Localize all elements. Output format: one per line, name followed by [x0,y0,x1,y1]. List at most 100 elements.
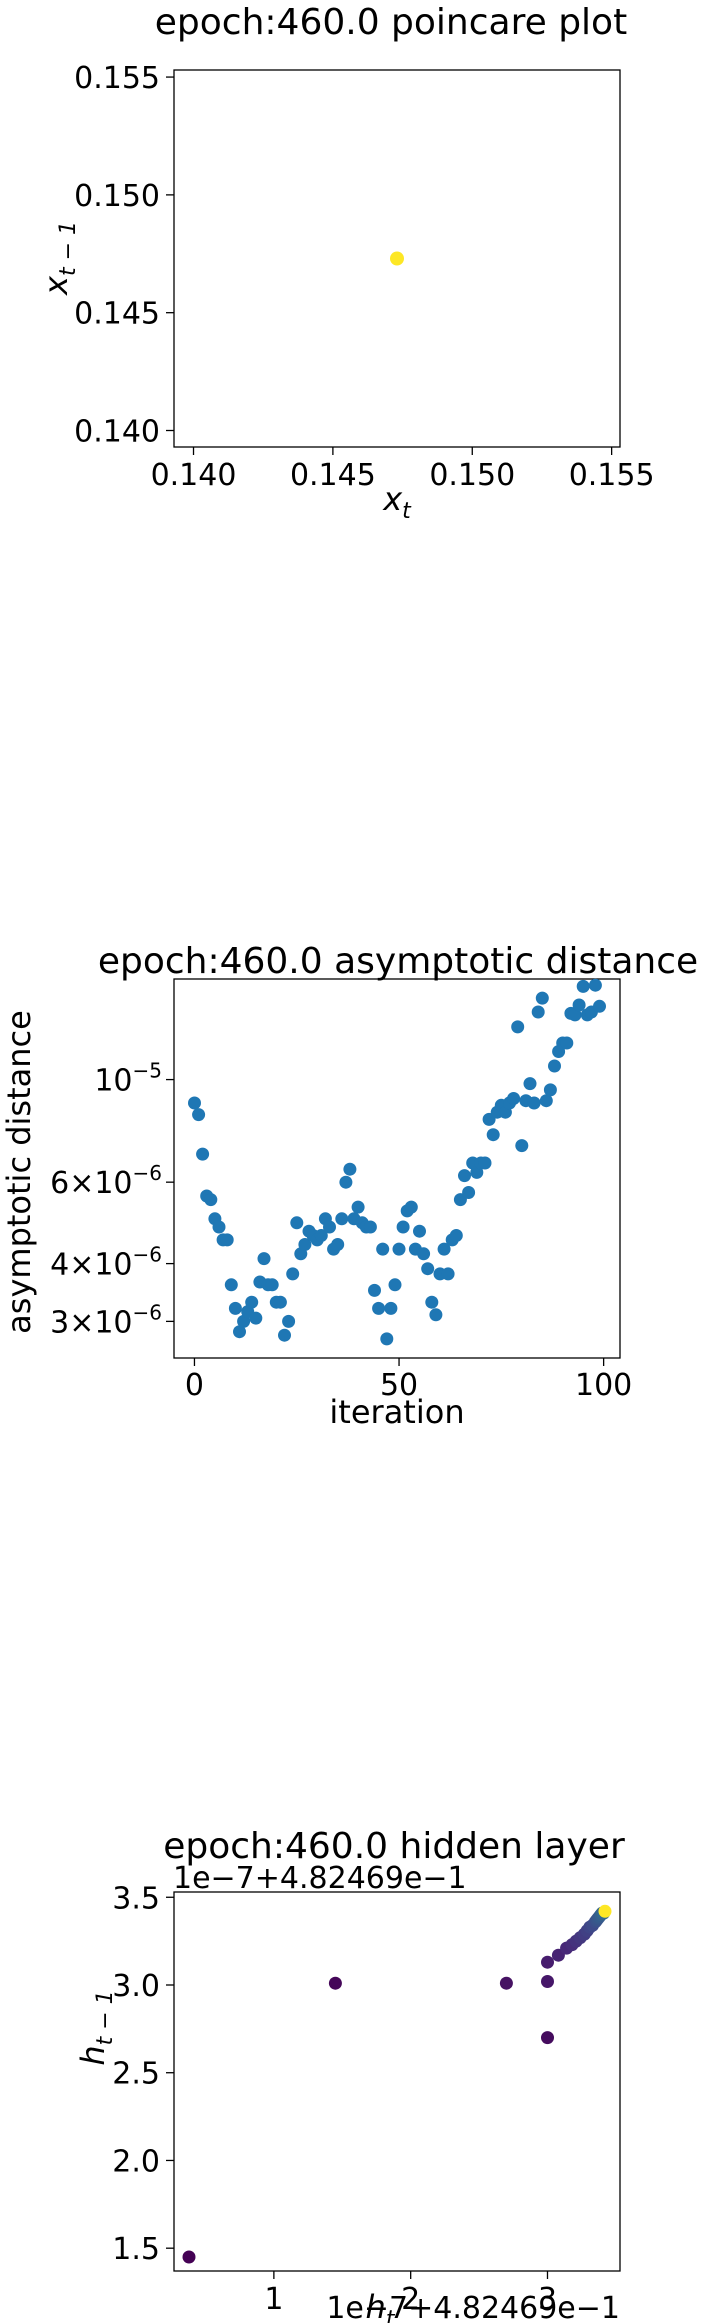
y-tick-label: 2.5 [112,2057,160,2092]
poincare-title: epoch:460.0 poincare plot [155,2,627,43]
y-tick-label: 3.5 [112,1881,160,1916]
hidden-layer-chart: epoch:460.0 hidden layer 1e−7+4.82469e−1… [74,1826,625,2323]
y-tick-label: 2.0 [112,2144,160,2179]
asymptotic-y-ticks: 3×10−6 4×10−6 6×10−6 10−5 [50,1059,174,1340]
data-point [548,1059,561,1073]
y-tick-label: 0.155 [74,61,160,96]
x-tick-label: 0 [185,1368,204,1403]
data-point [531,1005,545,1019]
data-point [527,1096,541,1110]
data-point [388,1278,402,1292]
data-point [390,251,404,266]
data-point [224,1278,238,1292]
asymptotic-x-ticks: 0 50 100 [185,1358,632,1403]
data-point [331,1238,345,1251]
x-tick-label: 1 [264,2282,283,2317]
data-point [237,1314,251,1328]
asymptotic-y-label: asymptotic distance [0,1010,38,1334]
data-point [368,1283,381,1297]
x-tick-label: 3 [538,2282,557,2317]
data-point [376,1242,390,1256]
y-tick-label: 4×10−6 [50,1243,162,1283]
data-point [425,1295,439,1309]
data-point [204,1193,218,1207]
data-point [543,1083,557,1097]
asymptotic-title: epoch:460.0 asymptotic distance [98,941,698,982]
data-point [278,1328,291,1342]
data-point [441,1267,455,1281]
x-tick-label: 100 [575,1368,632,1403]
y-tick-label: 1.5 [112,2232,160,2267]
x-tick-label: 2 [401,2282,420,2317]
poincare-points [390,251,404,266]
data-point [458,1169,471,1183]
data-point [290,1216,304,1230]
data-point [541,1955,554,1969]
data-point [282,1314,296,1328]
poincare-y-label: xt − 1 [37,221,81,296]
asymptotic-points [188,978,606,1346]
x-tick-label: 0.150 [429,458,515,493]
data-point [339,1175,353,1189]
data-point [413,1224,426,1238]
y-tick-label: 0.145 [74,297,160,332]
y-tick-label: 0.150 [74,179,160,214]
data-point [380,1332,394,1346]
data-point [314,1229,328,1242]
poincare-x-ticks: 0.140 0.145 0.150 0.155 [151,447,655,493]
data-point [220,1233,234,1247]
data-point [372,1301,386,1315]
hidden-y-offset: 1e−7+4.82469e−1 [173,1861,467,1896]
hidden-title: epoch:460.0 hidden layer [163,1826,625,1867]
data-point [286,1267,300,1281]
data-point [478,1156,492,1170]
asymptotic-chart: epoch:460.0 asymptotic distance 0 50 100… [0,941,698,1431]
data-point [335,1212,349,1226]
data-point [539,1094,553,1108]
y-tick-label: 3.0 [112,1969,160,2004]
hidden-y-ticks: 1.5 2.0 2.5 3.0 3.5 [112,1881,174,2267]
data-point [588,978,602,992]
data-point [328,1976,342,1990]
data-point [257,1252,271,1266]
data-point [233,1325,246,1339]
asymptotic-frame [173,978,621,1359]
data-point [541,2031,554,2045]
y-tick-label: 6×10−6 [50,1161,162,1201]
data-point [188,1096,201,1110]
data-point [298,1238,312,1251]
data-point [228,1301,242,1315]
hidden-x-label: ht [366,2288,396,2323]
poincare-chart: epoch:460.0 poincare plot 0.140 0.145 0.… [37,2,655,524]
data-point [429,1308,443,1322]
data-point [499,1976,513,1990]
data-point [560,1036,574,1050]
data-point [462,1186,476,1199]
x-tick-label: 50 [380,1368,418,1403]
y-tick-label: 10−5 [94,1059,162,1099]
data-point [535,991,549,1005]
poincare-frame [173,69,621,448]
data-point [511,1020,525,1034]
data-point [576,979,590,993]
poincare-y-ticks: 0.140 0.145 0.150 0.155 [74,61,174,450]
asymptotic-x-label: iteration [329,1393,464,1431]
y-tick-label: 0.140 [74,415,160,450]
hidden-x-ticks: 1 2 3 [264,2271,557,2317]
data-point [507,1092,521,1105]
data-point [249,1311,263,1325]
data-point [486,1128,500,1142]
data-point [392,1242,406,1256]
data-point [273,1295,287,1309]
x-tick-label: 0.140 [151,458,237,493]
data-point [384,1301,398,1315]
y-tick-label: 3×10−6 [50,1300,162,1340]
data-point [363,1220,377,1234]
data-point [541,1975,554,1988]
data-point [192,1108,206,1122]
data-point [437,1242,451,1256]
data-point [421,1262,435,1276]
data-point [196,1147,210,1161]
data-point [568,1008,582,1022]
